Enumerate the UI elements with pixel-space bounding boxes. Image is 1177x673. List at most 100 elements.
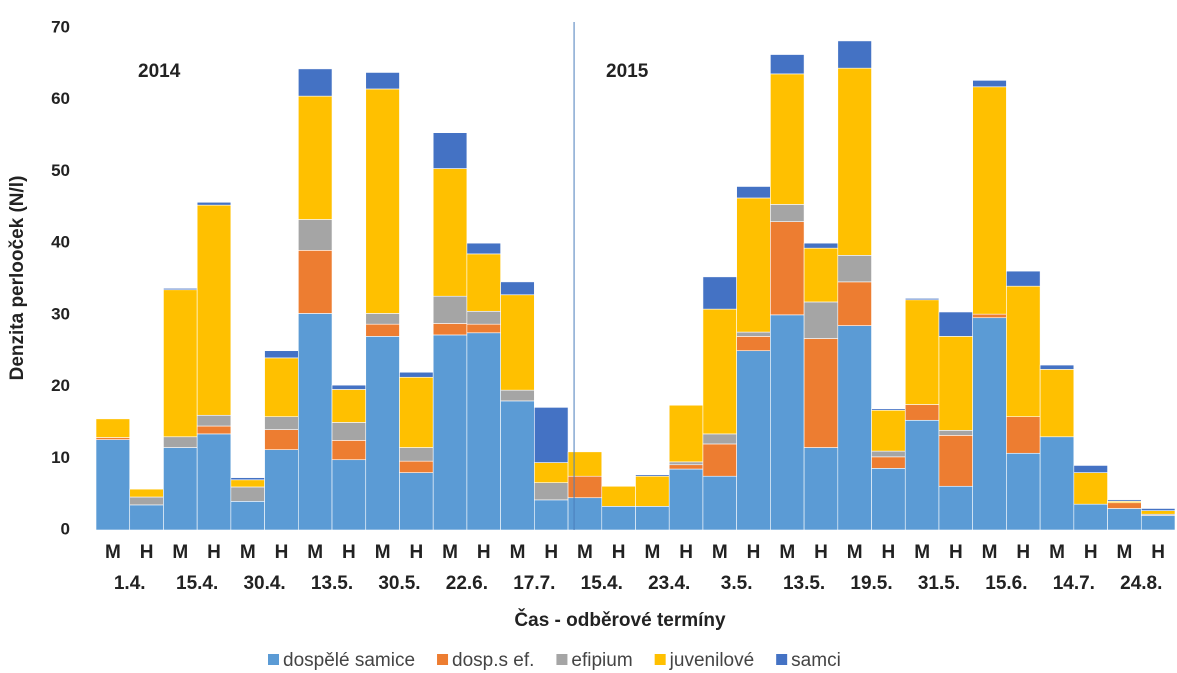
x-tick-label: H <box>1084 542 1098 563</box>
y-tick-label: 50 <box>51 161 70 180</box>
bar-segment <box>837 255 872 283</box>
bar-segment <box>331 384 367 390</box>
bar-segment <box>803 242 839 249</box>
bar-segment <box>1073 472 1108 505</box>
bar-segment <box>904 404 940 421</box>
x-tick-label: M <box>375 542 391 563</box>
bar-segment <box>466 242 501 255</box>
bar-segment <box>601 506 636 531</box>
bar-segment <box>432 168 468 297</box>
bar-segment <box>770 54 805 75</box>
bar-segment <box>365 323 400 337</box>
x-tick-label: H <box>679 542 693 563</box>
legend-label: dospělé samice <box>283 650 415 671</box>
bar-segment <box>736 336 771 352</box>
y-tick-label: 30 <box>51 304 70 323</box>
x-tick-label: M <box>644 542 660 563</box>
bar-segment <box>95 418 131 438</box>
group-label: 23.4. <box>648 573 690 594</box>
bar-segment <box>298 313 333 531</box>
bar-segment <box>500 389 535 402</box>
bar-segment <box>432 132 468 169</box>
bar-segment <box>1140 515 1176 531</box>
bar-segment <box>770 221 805 316</box>
group-label: 19.5. <box>850 573 892 594</box>
bar-segment <box>298 95 333 220</box>
x-tick-label: H <box>612 542 626 563</box>
group-label: 15.4. <box>176 573 218 594</box>
bar-segment <box>770 314 805 531</box>
bar-segment <box>196 201 232 206</box>
bar-segment <box>702 475 737 531</box>
bar-segment <box>803 247 839 303</box>
bar-segment <box>196 414 232 427</box>
x-tick-label: H <box>1016 542 1030 563</box>
bar-segment <box>466 332 501 531</box>
x-tick-label: M <box>105 542 121 563</box>
x-tick-label: H <box>477 542 491 563</box>
bar-segment <box>163 447 198 531</box>
annotation: 2014 <box>138 61 181 82</box>
bar-segment <box>196 425 232 435</box>
bar-segment <box>365 313 400 325</box>
bar-segment <box>770 73 805 205</box>
bar-segment <box>365 72 400 90</box>
y-tick-label: 70 <box>51 17 70 36</box>
group-label: 30.4. <box>243 573 285 594</box>
bar-segment <box>837 40 872 69</box>
bar-segment <box>972 317 1007 531</box>
bar-segment <box>837 67 872 256</box>
bar-segment <box>399 376 434 448</box>
x-tick-label: H <box>342 542 356 563</box>
bar-segment <box>1006 452 1041 531</box>
bar-segment <box>264 449 299 531</box>
bar-segment <box>500 281 535 296</box>
x-tick-label: H <box>207 542 221 563</box>
bar-segment <box>331 422 367 441</box>
bar-segment <box>298 250 333 314</box>
bar-segment <box>534 482 569 501</box>
bar-segment <box>567 475 603 499</box>
bar-segment <box>668 468 704 531</box>
bar-segment <box>129 488 164 498</box>
x-tick-label: M <box>172 542 188 563</box>
x-tick-label: H <box>814 542 828 563</box>
bar-segment <box>770 204 805 222</box>
bar-segment <box>163 288 198 291</box>
group-label: 24.8. <box>1120 573 1162 594</box>
bar-segment <box>264 350 299 359</box>
legend-label: dosp.s ef. <box>452 650 534 671</box>
bar-segment <box>635 506 670 531</box>
bar-segment <box>500 294 535 391</box>
x-tick-label: H <box>140 542 154 563</box>
bar-segment <box>871 408 906 411</box>
bar-segment <box>1006 270 1041 287</box>
bar-segment <box>702 443 737 477</box>
bar-segment <box>365 336 400 531</box>
bar-segment <box>95 437 131 440</box>
bar-segment <box>1006 285 1041 417</box>
bar-segment <box>1039 436 1075 531</box>
bar-segment <box>331 440 367 461</box>
bar-segment <box>1006 416 1041 454</box>
x-tick-label: M <box>577 542 593 563</box>
bar-segment <box>904 298 940 301</box>
x-tick-label: M <box>307 542 323 563</box>
bar-segment <box>702 308 737 435</box>
bar-segment <box>1039 364 1075 370</box>
legend-label: juvenilové <box>669 650 755 671</box>
bar-segment <box>668 461 704 466</box>
bar-segment <box>702 433 737 445</box>
group-label: 31.5. <box>918 573 960 594</box>
bar-segment <box>163 289 198 438</box>
legend-swatch <box>268 654 279 665</box>
bar-segment <box>736 350 771 531</box>
x-tick-label: M <box>240 542 256 563</box>
x-tick-label: H <box>949 542 963 563</box>
bar-segment <box>95 439 131 531</box>
x-tick-label: M <box>712 542 728 563</box>
x-tick-label: H <box>882 542 896 563</box>
bar-segment <box>399 371 434 378</box>
x-tick-label: H <box>544 542 558 563</box>
y-tick-label: 60 <box>51 89 70 108</box>
